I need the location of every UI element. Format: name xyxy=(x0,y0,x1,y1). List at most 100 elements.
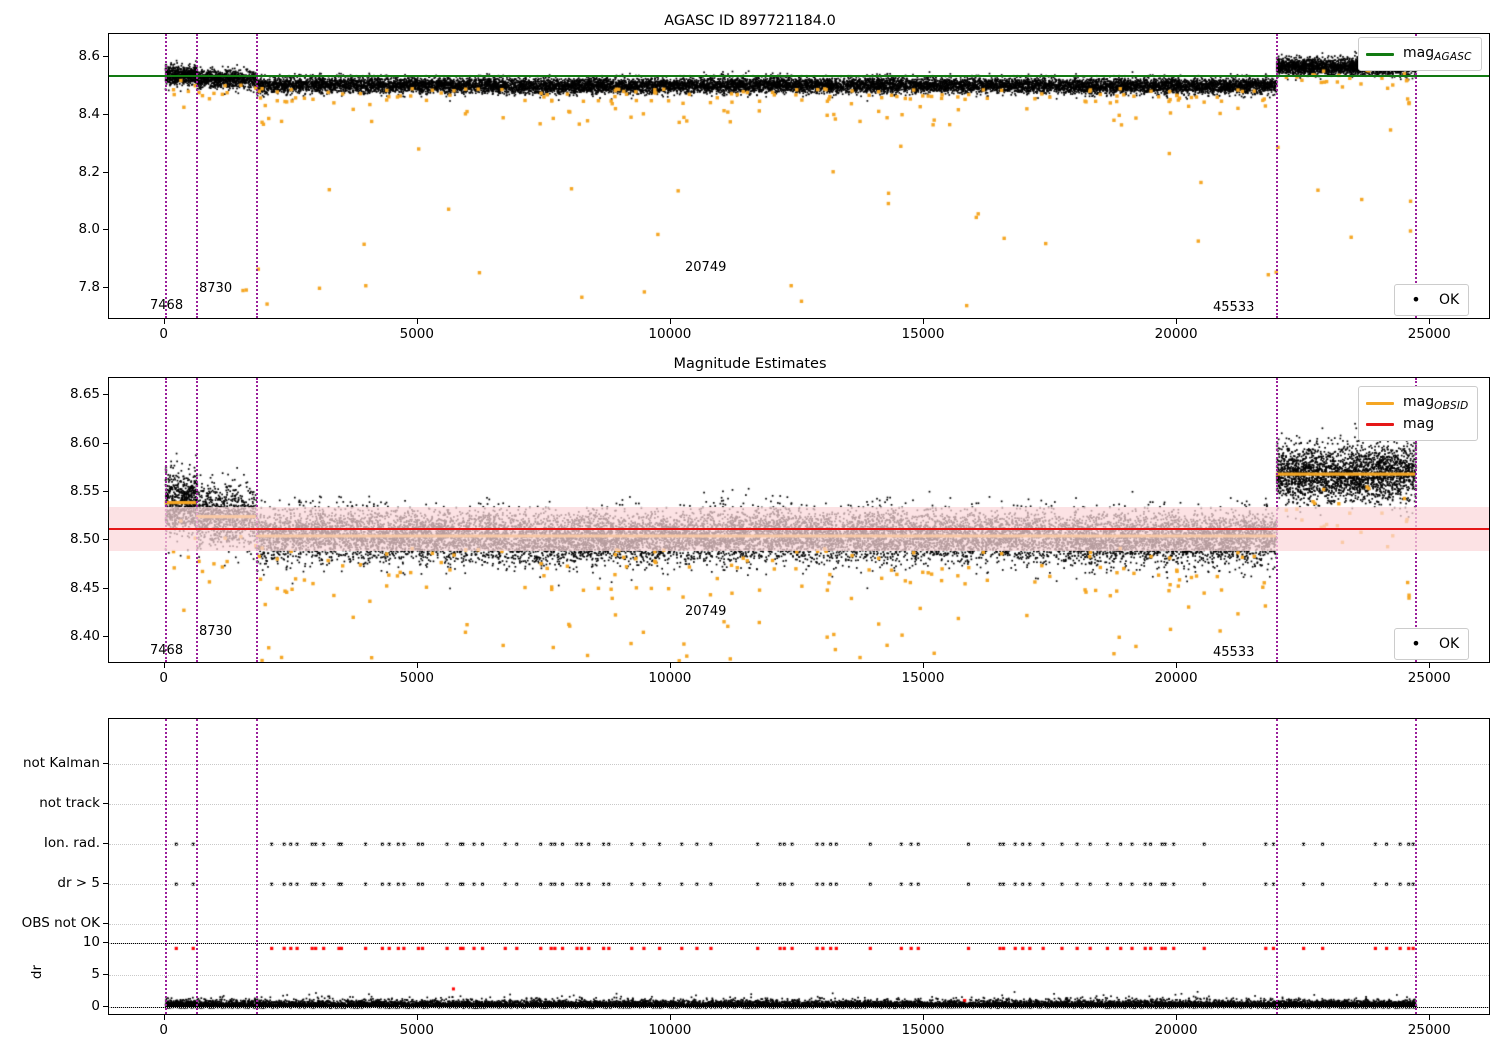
flag-gridline xyxy=(109,884,1489,885)
legend-label: mag xyxy=(1403,416,1435,433)
panel3-flags-axes xyxy=(108,718,1490,1015)
y-tick-label: 8.55 xyxy=(69,483,100,499)
x-tick-label: 25000 xyxy=(1407,326,1451,342)
flag-gridline xyxy=(109,924,1489,925)
obsid-divider xyxy=(196,719,199,1014)
y-tick-mark xyxy=(103,974,108,976)
x-tick-label: 10000 xyxy=(648,670,692,686)
dr-tick-label: 0 xyxy=(91,998,100,1015)
legend-entry: magAGASC xyxy=(1366,43,1472,65)
y-tick-mark xyxy=(103,287,108,289)
x-tick-mark xyxy=(1176,663,1178,668)
dr-tick-label: 5 xyxy=(91,966,100,983)
x-tick-mark xyxy=(1429,663,1431,668)
legend-label: OK xyxy=(1439,292,1460,308)
x-tick-mark xyxy=(416,1015,418,1020)
x-tick-mark xyxy=(163,1015,165,1020)
legend-marker: • xyxy=(1411,290,1421,310)
panel2-title: Magnitude Estimates xyxy=(673,356,827,372)
y-tick-mark xyxy=(103,442,108,444)
panel2-legend-bottom: • OK xyxy=(1394,628,1470,661)
panel1-title: AGASC ID 897721184.0 xyxy=(664,13,836,29)
legend-entry: magOBSID xyxy=(1366,392,1468,414)
x-tick-mark xyxy=(416,319,418,324)
obsid-divider xyxy=(1275,34,1278,318)
dr-axis-label: dr xyxy=(29,964,45,980)
y-tick-label: 8.6 xyxy=(78,48,100,65)
flag-gridline xyxy=(109,764,1489,765)
x-tick-label: 5000 xyxy=(399,1022,434,1038)
obsid-divider xyxy=(255,34,258,318)
x-tick-mark xyxy=(923,319,925,324)
x-tick-label: 0 xyxy=(159,326,168,342)
dr-gridline xyxy=(109,975,1489,977)
y-tick-mark xyxy=(103,113,108,115)
legend-swatch xyxy=(1366,52,1394,56)
x-tick-mark xyxy=(923,1015,925,1020)
obsid-divider xyxy=(1415,719,1418,1014)
x-tick-label: 20000 xyxy=(1154,326,1198,342)
dr-gridline xyxy=(109,943,1489,945)
obsid-label: 7468 xyxy=(150,643,184,658)
obsid-label: 45533 xyxy=(1213,300,1255,315)
obsid-divider xyxy=(196,34,199,318)
flag-row-label: Ion. rad. xyxy=(43,835,100,851)
y-tick-mark xyxy=(103,587,108,589)
flag-gridline xyxy=(109,844,1489,845)
x-tick-label: 0 xyxy=(159,1022,168,1038)
x-tick-label: 10000 xyxy=(648,326,692,342)
legend-entry: • OK xyxy=(1402,290,1459,310)
x-tick-label: 15000 xyxy=(901,670,945,686)
y-tick-label: 8.4 xyxy=(78,105,100,122)
obsid-label: 45533 xyxy=(1213,645,1255,660)
legend-label: magAGASC xyxy=(1403,45,1472,63)
legend-swatch xyxy=(1366,401,1394,405)
y-tick-mark xyxy=(103,171,108,173)
panel2-legend-top: magOBSID mag xyxy=(1358,386,1479,441)
legend-label-subscript: AGASC xyxy=(1434,51,1472,63)
x-tick-label: 0 xyxy=(159,670,168,686)
obsid-divider xyxy=(1415,34,1418,318)
x-tick-mark xyxy=(669,663,671,668)
x-tick-label: 15000 xyxy=(901,1022,945,1038)
mag-agasc-line xyxy=(109,74,1489,77)
x-tick-mark xyxy=(163,663,165,668)
y-tick-mark xyxy=(103,843,108,844)
panel3-scatter xyxy=(109,719,1489,1014)
panel1-legend-bottom: • OK xyxy=(1394,284,1470,317)
y-tick-mark xyxy=(103,942,108,944)
y-tick-mark xyxy=(103,56,108,58)
x-tick-mark xyxy=(669,1015,671,1020)
x-tick-mark xyxy=(1429,319,1431,324)
x-tick-mark xyxy=(163,319,165,324)
y-tick-label: 8.65 xyxy=(69,386,100,403)
panel2-axes xyxy=(108,377,1490,663)
x-tick-label: 15000 xyxy=(901,326,945,342)
y-tick-mark xyxy=(103,491,108,492)
flag-gridline xyxy=(109,804,1489,805)
x-tick-label: 5000 xyxy=(399,670,434,686)
x-tick-label: 10000 xyxy=(648,1022,692,1038)
legend-label: magOBSID xyxy=(1403,394,1469,412)
obsid-divider xyxy=(164,34,167,318)
obsid-label: 20749 xyxy=(685,260,727,275)
obsid-divider xyxy=(1275,719,1278,1014)
obsid-label: 8730 xyxy=(199,281,233,296)
y-tick-label: 8.40 xyxy=(69,627,100,644)
legend-entry: mag xyxy=(1366,414,1468,434)
x-tick-mark xyxy=(416,663,418,668)
y-tick-mark xyxy=(103,1006,108,1008)
y-tick-label: 7.8 xyxy=(78,279,100,296)
x-tick-mark xyxy=(1429,1015,1431,1020)
x-tick-mark xyxy=(923,663,925,668)
legend-label: OK xyxy=(1439,636,1460,652)
dr-gridline xyxy=(109,1007,1489,1009)
obsid-label: 20749 xyxy=(685,604,727,619)
panel1-legend-top: magAGASC xyxy=(1358,37,1482,72)
obsid-label: 8730 xyxy=(199,624,233,639)
y-tick-mark xyxy=(103,539,108,541)
x-tick-mark xyxy=(669,319,671,324)
x-tick-label: 25000 xyxy=(1407,670,1451,686)
x-tick-mark xyxy=(1176,319,1178,324)
